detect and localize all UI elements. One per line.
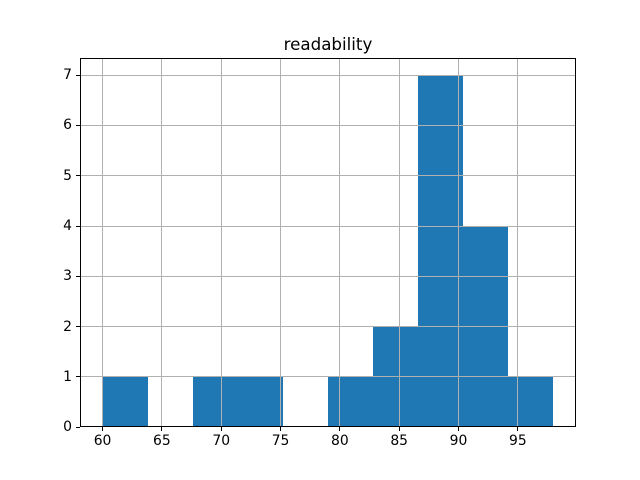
gridline-horizontal bbox=[81, 175, 575, 177]
x-tick-mark bbox=[220, 427, 222, 432]
gridline-horizontal bbox=[81, 74, 575, 76]
x-tick-mark bbox=[280, 427, 282, 432]
x-tick-mark bbox=[102, 427, 104, 432]
y-tick-label: 5 bbox=[63, 167, 72, 184]
histogram-bar bbox=[192, 376, 238, 428]
y-tick-mark bbox=[76, 326, 80, 328]
y-tick-label: 2 bbox=[63, 318, 72, 335]
histogram-bar bbox=[508, 376, 554, 428]
y-tick-mark bbox=[76, 74, 80, 76]
gridline-horizontal bbox=[81, 225, 575, 227]
gridline-horizontal bbox=[81, 376, 575, 378]
x-tick-label: 80 bbox=[331, 433, 349, 450]
y-tick-mark bbox=[76, 376, 80, 378]
y-tick-label: 4 bbox=[63, 218, 72, 235]
x-tick-mark bbox=[161, 427, 163, 432]
x-tick-label: 75 bbox=[271, 433, 290, 450]
x-tick-mark bbox=[339, 427, 341, 432]
y-tick-mark bbox=[76, 426, 80, 428]
histogram-bar bbox=[102, 376, 148, 428]
gridline-horizontal bbox=[81, 124, 575, 126]
x-tick-label: 70 bbox=[212, 433, 231, 450]
gridline-vertical bbox=[220, 58, 222, 427]
y-tick-label: 7 bbox=[63, 67, 72, 84]
y-tick-label: 1 bbox=[63, 368, 72, 385]
x-tick-mark bbox=[517, 427, 519, 432]
x-tick-mark bbox=[458, 427, 460, 432]
chart-title: readability bbox=[283, 34, 373, 54]
gridline-horizontal bbox=[81, 326, 575, 328]
histogram-bar bbox=[328, 376, 374, 428]
gridline-vertical bbox=[280, 58, 282, 427]
x-tick-label: 65 bbox=[153, 433, 171, 450]
x-tick-label: 95 bbox=[509, 433, 527, 450]
gridline-vertical bbox=[517, 58, 519, 427]
x-tick-label: 90 bbox=[449, 433, 468, 450]
y-tick-mark bbox=[76, 275, 80, 277]
y-tick-label: 3 bbox=[63, 268, 72, 285]
x-tick-label: 85 bbox=[390, 433, 409, 450]
x-tick-mark bbox=[398, 427, 400, 432]
gridline-vertical bbox=[161, 58, 163, 427]
y-tick-mark bbox=[76, 225, 80, 227]
gridline-horizontal bbox=[81, 275, 575, 277]
x-tick-label: 60 bbox=[93, 433, 112, 450]
histogram-bar bbox=[237, 376, 283, 428]
gridline-vertical bbox=[339, 58, 341, 427]
histogram-bar bbox=[418, 75, 464, 428]
gridline-vertical bbox=[102, 58, 104, 427]
gridline-vertical bbox=[458, 58, 460, 427]
y-tick-mark bbox=[76, 175, 80, 177]
gridline-vertical bbox=[398, 58, 400, 427]
y-tick-label: 6 bbox=[63, 117, 72, 134]
y-tick-label: 0 bbox=[63, 419, 72, 436]
y-tick-mark bbox=[76, 124, 80, 126]
